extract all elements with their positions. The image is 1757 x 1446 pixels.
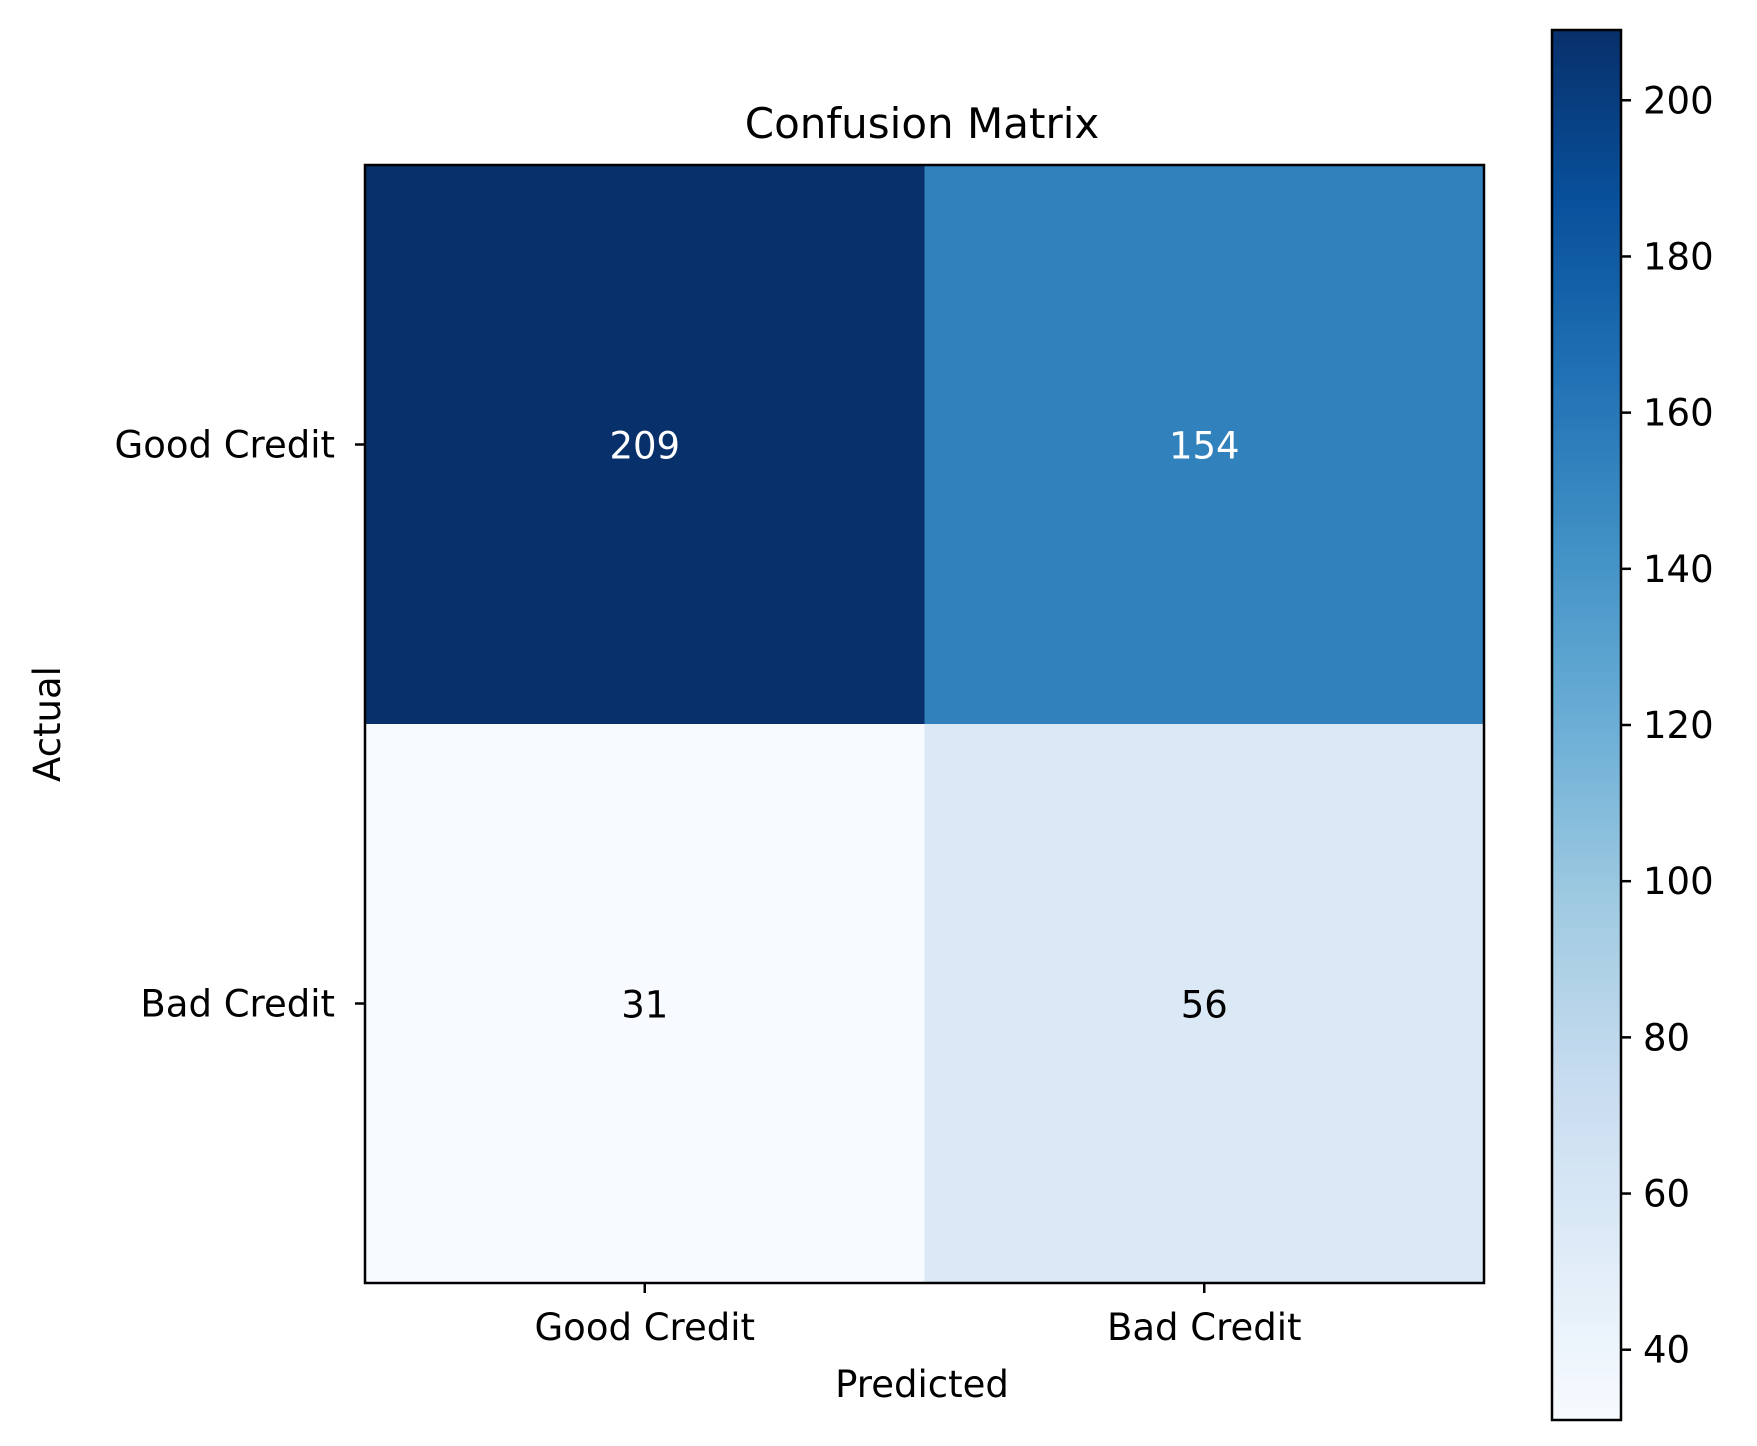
colorbar-tick-label: 40: [1643, 1329, 1690, 1372]
colorbar-tick-label: 60: [1643, 1173, 1690, 1216]
chart-title: Confusion Matrix: [745, 99, 1100, 148]
heatmap-cells: [365, 165, 1485, 1284]
cell-value-label: 154: [1169, 425, 1240, 468]
colorbar-tick-label: 80: [1643, 1016, 1690, 1059]
x-tick-label: Bad Credit: [1107, 1306, 1302, 1349]
colorbar-tick-label: 140: [1643, 548, 1714, 591]
y-tick-label: Good Credit: [115, 424, 335, 467]
colorbar: [1550, 28, 1623, 1422]
colorbar-tick-label: 200: [1643, 79, 1714, 122]
x-axis-label: Predicted: [835, 1363, 1009, 1406]
heatmap-cell-r1-c1: [924, 724, 1485, 1284]
heatmap-cell-r0-c1: [924, 165, 1485, 725]
colorbar-tick-label: 160: [1643, 392, 1714, 435]
y-axis-label: Actual: [26, 666, 69, 782]
x-tick-label: Good Credit: [535, 1306, 755, 1349]
colorbar-tick-label: 180: [1643, 235, 1714, 278]
heatmap-cell-r1-c0: [365, 724, 925, 1284]
y-tick-label: Bad Credit: [140, 983, 335, 1026]
heatmap-cell-labels: 209 154 31 56: [609, 425, 1239, 1027]
plot-frame: [363, 163, 1486, 1285]
colorbar-tick-label: 100: [1643, 860, 1714, 903]
colorbar-ticks: 40 60 80 100 120 140 160 180 200: [1621, 79, 1714, 1372]
cell-value-label: 56: [1181, 984, 1228, 1027]
cell-value-label: 209: [609, 425, 680, 468]
colorbar-tick-label: 120: [1643, 704, 1714, 747]
x-axis-ticks: Good Credit Bad Credit: [535, 1283, 1302, 1349]
heatmap-cell-r0-c0: [365, 165, 925, 725]
y-axis-ticks: Good Credit Bad Credit: [115, 424, 365, 1026]
cell-value-label: 31: [621, 984, 668, 1027]
